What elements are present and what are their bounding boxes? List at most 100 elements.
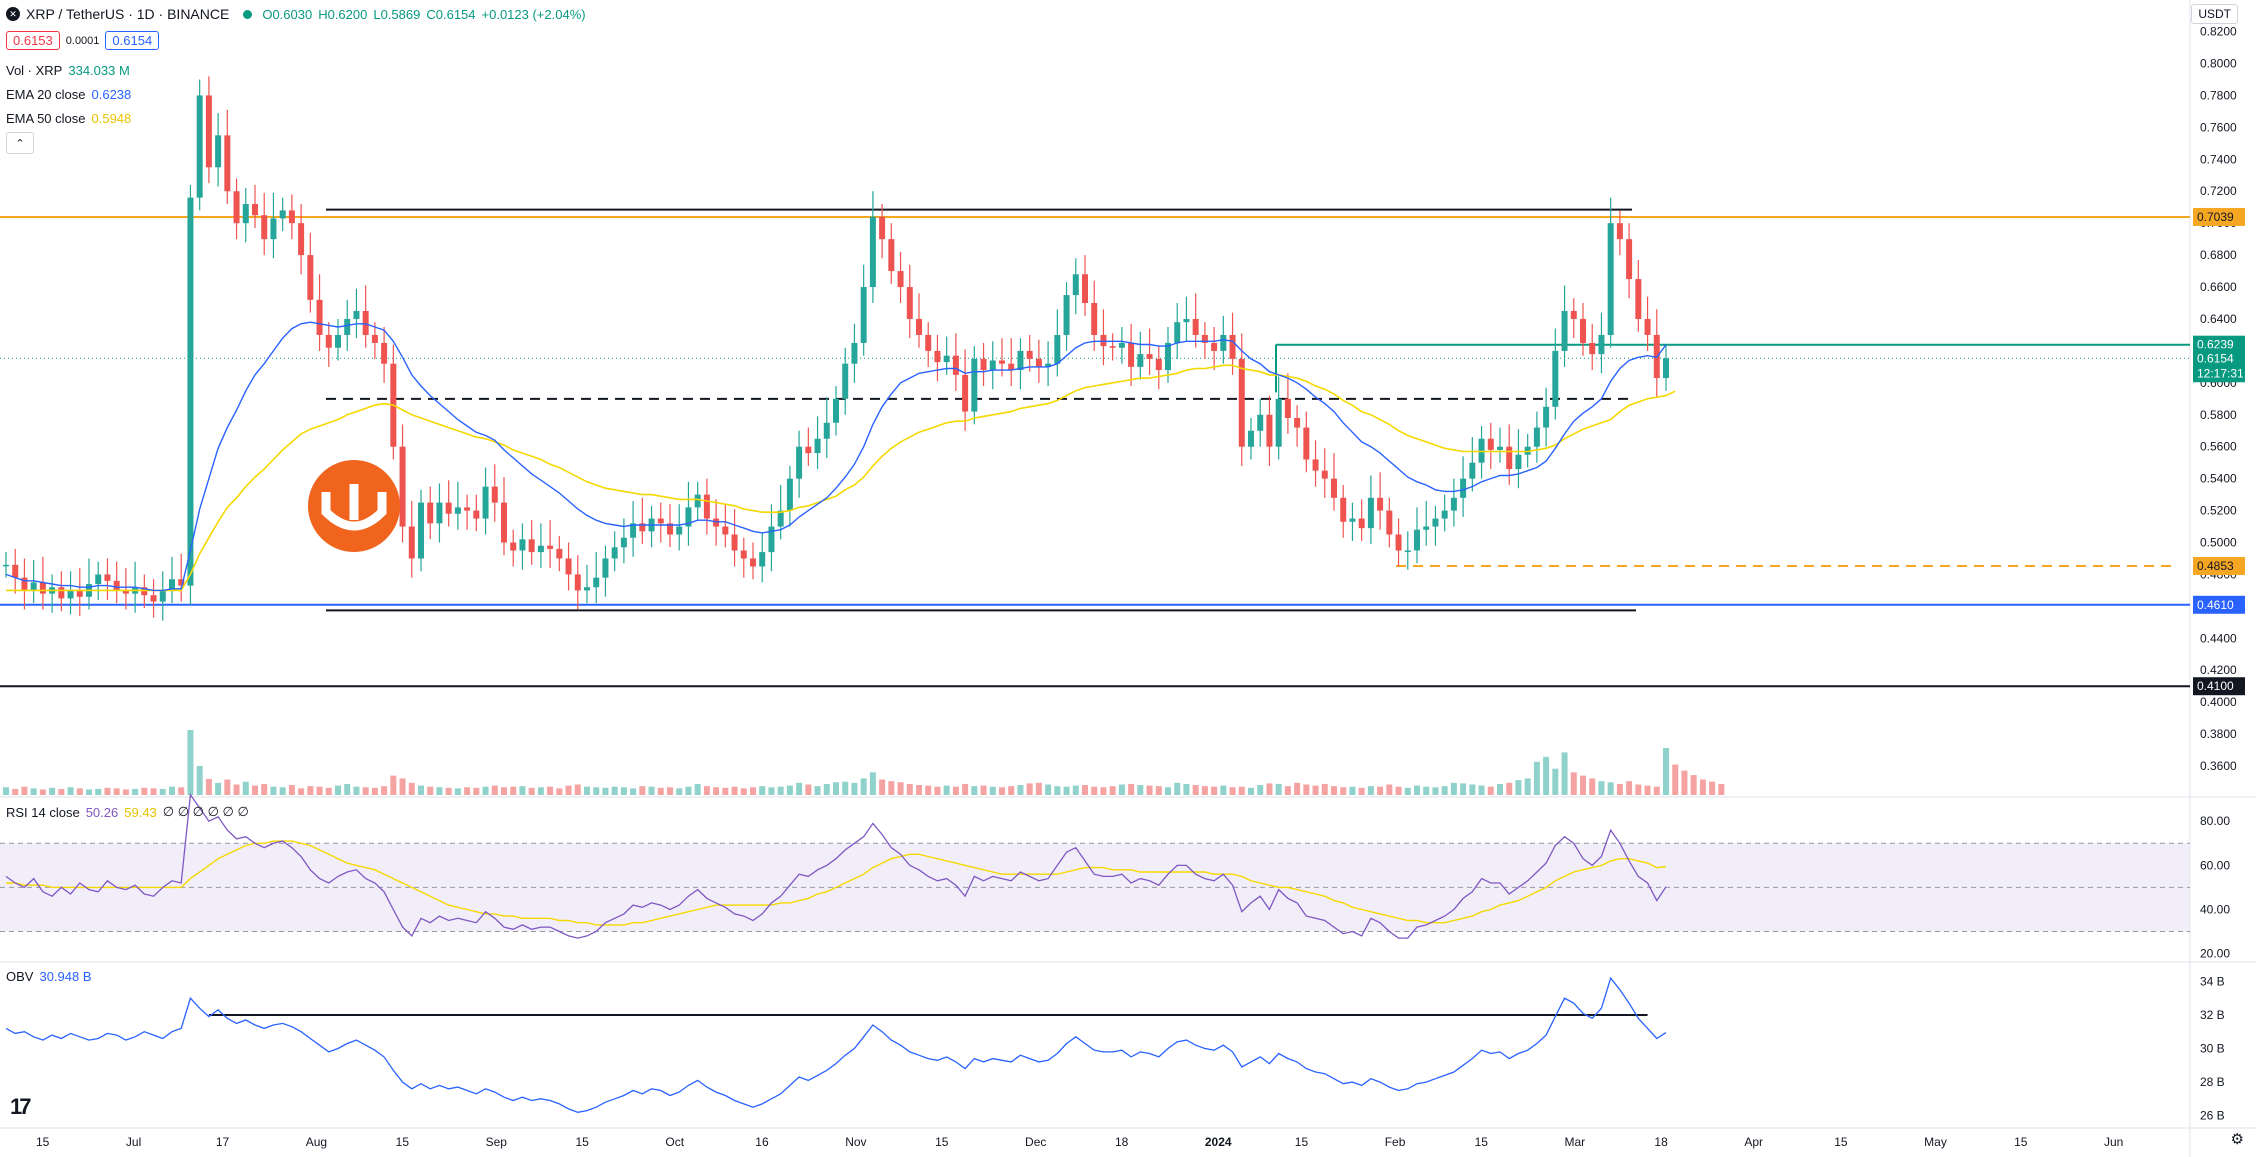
volume-bar: [1460, 783, 1467, 795]
candle-body: [1137, 354, 1144, 367]
candle-body: [1515, 454, 1522, 470]
volume-bar: [95, 788, 102, 795]
candle-body: [21, 577, 28, 591]
rsi-legend[interactable]: RSI 14 close 50.26 59.43 ∅ ∅ ∅ ∅ ∅ ∅: [6, 804, 249, 820]
candle-body: [1450, 497, 1457, 511]
volume-bar: [1616, 783, 1623, 795]
candle-body: [1146, 354, 1153, 359]
candle-body: [473, 510, 480, 519]
volume-bar: [630, 788, 637, 795]
candle-body: [1165, 342, 1171, 371]
support1-price-tag-bg: [2193, 556, 2245, 575]
volume-bar: [1118, 784, 1125, 795]
ema20-legend[interactable]: EMA 20 close 0.6238: [6, 87, 131, 102]
candle-body: [316, 299, 323, 335]
obv-tick-label: 34 B: [2200, 974, 2225, 988]
volume-bar: [999, 787, 1005, 795]
collapse-legend-button[interactable]: ⌃: [6, 132, 34, 154]
candle-body: [113, 580, 120, 591]
candle-body: [1229, 334, 1236, 359]
candle-body: [1248, 430, 1254, 447]
candle-body: [934, 350, 941, 363]
rsi-label: RSI 14 close: [6, 804, 80, 820]
volume-bar: [703, 786, 710, 795]
candle-body: [989, 360, 996, 371]
buy-price-button[interactable]: 0.6154: [105, 31, 160, 50]
volume-bar: [574, 784, 581, 795]
volume-legend[interactable]: Vol · XRP 334.033 M: [6, 63, 130, 78]
volume-bar: [436, 787, 443, 795]
volume-bar: [842, 781, 849, 795]
rsi-tick-label: 20.00: [2200, 947, 2230, 961]
volume-bar: [1201, 786, 1208, 795]
volume-bar: [58, 788, 65, 795]
volume-bar: [1404, 787, 1411, 795]
x-tick-label: Jun: [2104, 1135, 2123, 1149]
y-tick-label: 0.4200: [2200, 663, 2237, 677]
watermark-logo: [308, 460, 400, 552]
ohlc-open: O0.6030: [262, 6, 313, 22]
symbol-title[interactable]: XRP / TetherUS · 1D · BINANCE: [26, 6, 230, 22]
support3-price-tag: 0.4100: [2197, 679, 2234, 693]
volume-bar: [989, 786, 996, 795]
candle-body: [1100, 334, 1107, 347]
candle-body: [1118, 342, 1125, 348]
candle-body: [482, 486, 489, 519]
volume-bar: [786, 785, 793, 795]
volume-bar: [1607, 782, 1614, 795]
volume-bar: [731, 786, 738, 795]
rsi-line: [5, 793, 1667, 939]
volume-bar: [750, 787, 756, 795]
volume-bar: [159, 788, 166, 795]
candle-body: [399, 446, 406, 527]
candle-body: [242, 204, 249, 224]
volume-bar: [1644, 785, 1651, 795]
candle-body: [657, 518, 664, 524]
obv-legend[interactable]: OBV 30.948 B: [6, 969, 92, 984]
volume-bar: [1017, 785, 1024, 795]
candle-body: [768, 526, 775, 553]
candle-body: [1035, 358, 1042, 367]
volume-bar: [851, 782, 858, 795]
x-tick-label: 18: [1115, 1135, 1129, 1149]
x-tick-label: Mar: [1565, 1135, 1586, 1149]
obv-label: OBV: [6, 969, 34, 984]
ema20-line: [5, 321, 1667, 592]
candle-body: [630, 523, 637, 538]
volume-bar: [427, 786, 434, 795]
volume-bar: [768, 787, 775, 795]
tradingview-logo-icon[interactable]: 17: [10, 1094, 32, 1119]
volume-bar: [537, 787, 544, 795]
y-tick-label: 0.5200: [2200, 504, 2237, 518]
ema50-legend[interactable]: EMA 50 close 0.5948: [6, 111, 131, 126]
candle-body: [796, 446, 803, 479]
volume-bar: [740, 788, 747, 795]
volume-bar: [67, 787, 74, 795]
candle-body: [30, 582, 37, 591]
candle-body: [1054, 334, 1061, 364]
x-tick-label: Dec: [1025, 1135, 1046, 1149]
volume-bar: [1275, 783, 1282, 795]
volume-bar: [224, 779, 231, 795]
candle-body: [602, 558, 609, 578]
y-tick-label: 0.4000: [2200, 695, 2237, 709]
rsi-value: 50.26: [85, 804, 119, 820]
ema50-line: [6, 364, 1676, 592]
candle-body: [1367, 497, 1374, 529]
bar-countdown: 12:17:31: [2197, 366, 2244, 380]
volume-bar: [1174, 782, 1181, 795]
candle-body: [1321, 470, 1328, 479]
symbol-legend: ✕ XRP / TetherUS · 1D · BINANCE O0.6030 …: [6, 6, 586, 22]
x-tick-label: 15: [575, 1135, 589, 1149]
candle-body: [1432, 518, 1439, 527]
sell-price-button[interactable]: 0.6153: [6, 31, 60, 50]
candle-body: [344, 318, 351, 335]
candle-body: [371, 334, 378, 343]
x-tick-label: Apr: [1744, 1135, 1763, 1149]
currency-selector[interactable]: USDT: [2191, 4, 2238, 24]
volume-bar: [1082, 785, 1088, 795]
y-tick-label: 0.7800: [2200, 88, 2237, 102]
settings-gear-icon[interactable]: ⚙: [2230, 1131, 2244, 1148]
volume-bar: [685, 786, 692, 795]
